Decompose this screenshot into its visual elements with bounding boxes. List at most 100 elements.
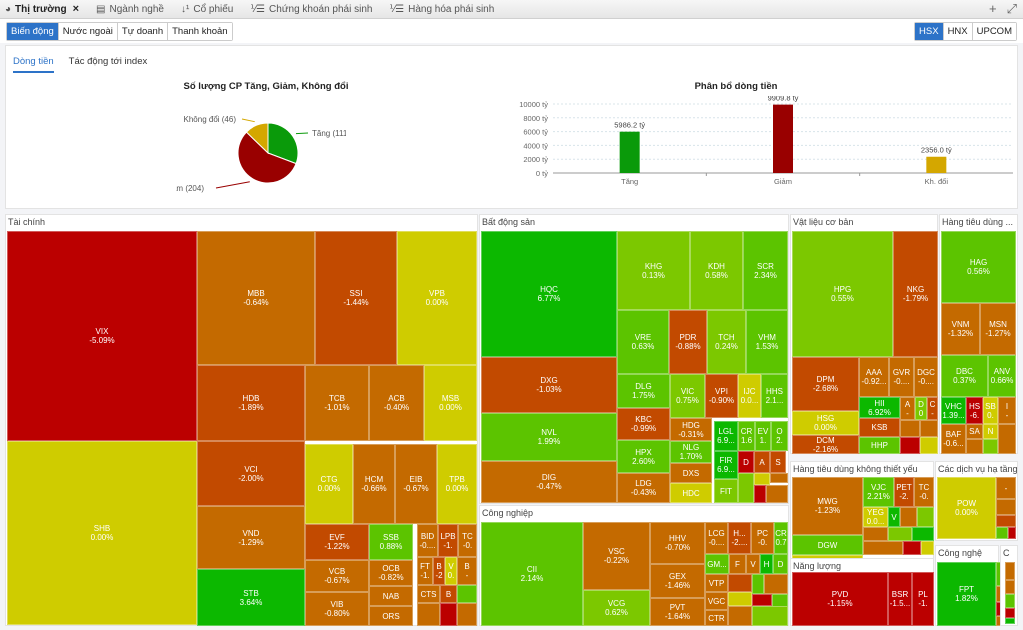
- stock-tile[interactable]: EIB -0.67%: [395, 444, 437, 524]
- stock-tile[interactable]: PDR -0.88%: [669, 310, 707, 374]
- stock-tile[interactable]: [766, 485, 788, 503]
- bar-2[interactable]: [926, 156, 947, 173]
- stock-tile[interactable]: [417, 603, 440, 626]
- stock-tile[interactable]: BID -0....: [417, 524, 438, 557]
- exchange-upcom-button[interactable]: UPCOM: [972, 22, 1016, 40]
- stock-tile[interactable]: HQC 6.77%: [481, 231, 617, 357]
- stock-tile[interactable]: POW 0.00%: [937, 477, 996, 539]
- stock-tile[interactable]: SHB 0.00%: [7, 441, 197, 625]
- stock-tile[interactable]: [1005, 562, 1015, 580]
- stock-tile[interactable]: [752, 574, 764, 594]
- stock-tile[interactable]: HHP: [859, 437, 900, 454]
- pie-slice-0[interactable]: [267, 122, 299, 165]
- stock-tile[interactable]: [998, 424, 1016, 454]
- pie-slice-2[interactable]: [245, 122, 269, 155]
- stock-tile[interactable]: DIG -0.47%: [481, 461, 617, 503]
- stock-tile[interactable]: H: [760, 554, 773, 574]
- stock-tile[interactable]: [900, 437, 920, 454]
- stock-tile[interactable]: VCI -2.00%: [197, 441, 305, 506]
- stock-tile[interactable]: D: [738, 451, 754, 473]
- stock-tile[interactable]: PET -2.: [894, 477, 914, 507]
- stock-tile[interactable]: HDC: [670, 483, 712, 503]
- stock-tile[interactable]: VPB 0.00%: [397, 231, 477, 365]
- stock-tile[interactable]: B: [440, 585, 457, 603]
- stock-tile[interactable]: -: [996, 477, 1016, 499]
- stock-tile[interactable]: PC -0.: [751, 522, 774, 554]
- stock-tile[interactable]: SB 0.: [983, 397, 998, 424]
- stock-tile[interactable]: SSI -1.44%: [315, 231, 397, 365]
- stock-tile[interactable]: FPT 1.82%: [937, 562, 996, 626]
- stock-tile[interactable]: DXS: [670, 463, 712, 483]
- stock-tile[interactable]: B-: [457, 557, 477, 585]
- stock-tile[interactable]: VPI -0.90%: [705, 374, 738, 418]
- stock-tile[interactable]: DPM -2.68%: [792, 357, 859, 411]
- stock-tile[interactable]: VSC -0.22%: [583, 522, 650, 590]
- stock-tile[interactable]: [888, 527, 912, 541]
- stock-tile[interactable]: BAF -0.6...: [941, 424, 966, 454]
- subtab-dong-tien[interactable]: Dòng tiền: [13, 56, 54, 73]
- stock-tile[interactable]: EVF -1.22%: [305, 524, 369, 560]
- view-nuoc-ngoai-button[interactable]: Nước ngoài: [58, 22, 118, 40]
- stock-tile[interactable]: [863, 541, 903, 555]
- stock-tile[interactable]: MSB 0.00%: [424, 365, 477, 441]
- stock-tile[interactable]: [457, 603, 477, 626]
- stock-tile[interactable]: F: [729, 554, 746, 574]
- stock-tile[interactable]: LGL 6.9...: [714, 421, 738, 451]
- stock-tile[interactable]: ORS: [369, 606, 413, 626]
- stock-tile[interactable]: IJC 0.0...: [738, 374, 761, 418]
- stock-tile[interactable]: [728, 574, 752, 592]
- stock-tile[interactable]: CII 2.14%: [481, 522, 583, 626]
- stock-tile[interactable]: HPX 2.60%: [617, 440, 670, 473]
- stock-tile[interactable]: I-: [998, 397, 1016, 424]
- stock-tile[interactable]: VJC 2.21%: [863, 477, 894, 507]
- stock-tile[interactable]: V 0.: [445, 557, 457, 585]
- stock-tile[interactable]: [752, 606, 788, 626]
- stock-tile[interactable]: [966, 439, 983, 454]
- stock-tile[interactable]: [863, 527, 888, 541]
- close-icon[interactable]: ×: [72, 3, 80, 15]
- stock-tile[interactable]: KHG 0.13%: [617, 231, 690, 310]
- stock-tile[interactable]: [912, 527, 934, 541]
- stock-tile[interactable]: PVT -1.64%: [650, 598, 705, 626]
- stock-tile[interactable]: [754, 473, 770, 485]
- stock-tile[interactable]: MBB -0.64%: [197, 231, 315, 365]
- stock-tile[interactable]: [900, 420, 920, 437]
- stock-tile[interactable]: [903, 541, 921, 555]
- stock-tile[interactable]: DGW: [792, 535, 863, 555]
- view-tu-doanh-button[interactable]: Tự doanh: [117, 22, 169, 40]
- stock-tile[interactable]: [728, 606, 752, 626]
- stock-tile[interactable]: LDG -0.43%: [617, 473, 670, 503]
- stock-tile[interactable]: PVD -1.15%: [792, 572, 888, 626]
- stock-tile[interactable]: BSR -1.5...: [888, 572, 912, 626]
- stock-tile[interactable]: VHC 1.39...: [941, 397, 966, 424]
- stock-tile[interactable]: HHV -0.70%: [650, 522, 705, 564]
- stock-tile[interactable]: DXG -1.03%: [481, 357, 617, 413]
- stock-tile[interactable]: [738, 473, 754, 503]
- stock-tile[interactable]: [457, 585, 477, 603]
- stock-tile[interactable]: [728, 592, 752, 606]
- stock-tile[interactable]: HSG 0.00%: [792, 411, 859, 435]
- stock-tile[interactable]: VTP: [705, 574, 728, 592]
- stock-tile[interactable]: [764, 574, 788, 594]
- stock-tile[interactable]: TPB 0.00%: [437, 444, 477, 524]
- stock-tile[interactable]: MSN -1.27%: [980, 303, 1016, 355]
- stock-tile[interactable]: [996, 499, 1016, 515]
- stock-tile[interactable]: NKG -1.79%: [893, 231, 938, 357]
- tab-hang-hoa-phai-sinh[interactable]: ⅟☰ Hàng hóa phái sinh: [384, 0, 506, 19]
- tab-nganh-nghe[interactable]: ▤ Ngành nghề: [91, 0, 176, 19]
- stock-tile[interactable]: [900, 507, 917, 527]
- stock-tile[interactable]: VCG 0.62%: [583, 590, 650, 626]
- stock-tile[interactable]: EV 1.: [755, 421, 771, 451]
- stock-tile[interactable]: HHS 2.1...: [761, 374, 788, 418]
- stock-tile[interactable]: HDB -1.89%: [197, 365, 305, 441]
- view-thanh-khoan-button[interactable]: Thanh khoản: [168, 22, 232, 40]
- stock-tile[interactable]: KDH 0.58%: [690, 231, 743, 310]
- stock-tile[interactable]: B -2: [433, 557, 445, 585]
- stock-tile[interactable]: [1005, 594, 1015, 608]
- stock-tile[interactable]: TC -0.: [914, 477, 934, 507]
- stock-tile[interactable]: S: [770, 451, 786, 473]
- stock-tile[interactable]: HAG 0.56%: [941, 231, 1016, 303]
- stock-tile[interactable]: VRE 0.63%: [617, 310, 669, 374]
- stock-tile[interactable]: KSB: [859, 418, 900, 437]
